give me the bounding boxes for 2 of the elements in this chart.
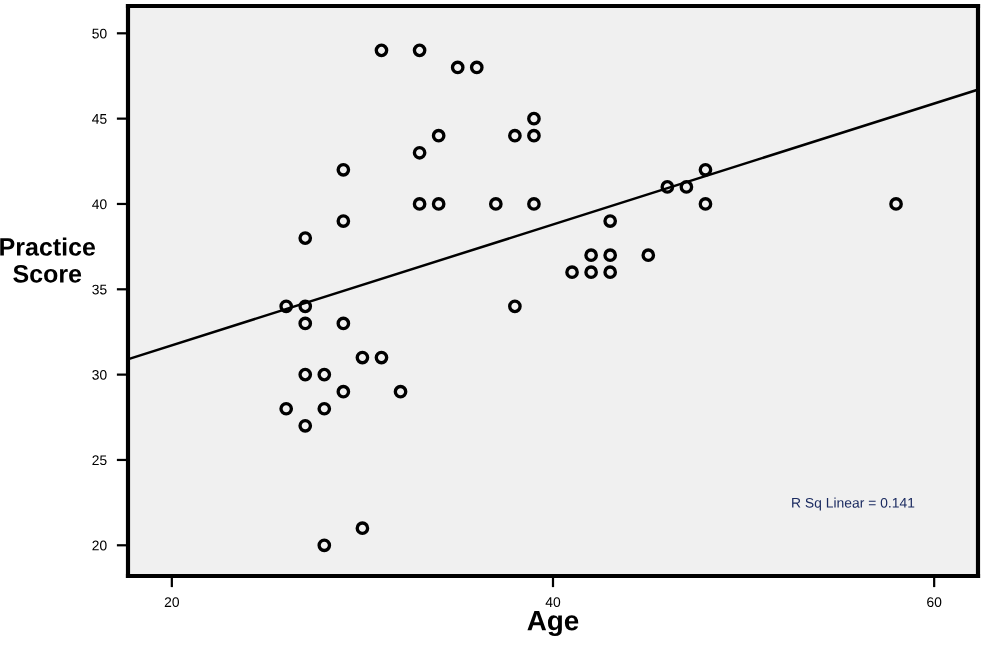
x-axis-title: Age (527, 611, 579, 637)
y-axis-title: Practice Score (0, 237, 96, 283)
